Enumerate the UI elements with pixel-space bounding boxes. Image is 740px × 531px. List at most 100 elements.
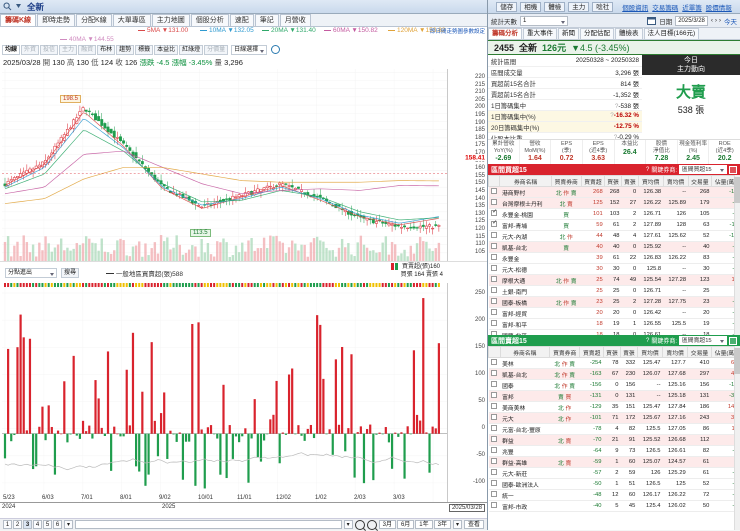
search-icon[interactable] <box>3 2 12 11</box>
cell-broker-name[interactable]: 國泰-歐洲法人 <box>500 478 550 490</box>
row-checkbox[interactable] <box>491 276 498 282</box>
broker-netflow-chart[interactable]: 250 200 150 100 50 0 -50 -100 <box>0 283 487 502</box>
cell-broker-name[interactable]: 元大-新莊 <box>500 467 550 479</box>
chip-標籤[interactable]: 標籤 <box>135 44 154 55</box>
row-checkbox[interactable] <box>491 491 498 497</box>
chip-融資[interactable]: 融資 <box>78 44 97 55</box>
row-checkbox[interactable] <box>491 208 497 216</box>
col-交易量[interactable]: 交易量 <box>687 175 713 187</box>
help-icon-inline[interactable]: ? <box>610 111 614 119</box>
zoom-out-icon[interactable] <box>354 519 365 530</box>
cell-check[interactable] <box>488 478 501 490</box>
row-checkbox[interactable] <box>491 381 498 387</box>
col-佔量(萬)[interactable]: 佔量(萬) <box>711 175 740 187</box>
cell-broker-name[interactable]: 富邦-青埔 <box>499 219 552 231</box>
link-股價情報[interactable]: 股價情報 <box>705 4 732 12</box>
col-check[interactable] <box>488 346 501 358</box>
cell-check[interactable] <box>488 197 500 209</box>
row-checkbox[interactable] <box>491 254 498 260</box>
tab-5[interactable]: 個股分析 <box>190 14 229 26</box>
cell-broker-name[interactable]: 兆豐 <box>500 445 550 457</box>
right-tab-5[interactable]: 法人目標(166元) <box>643 28 700 39</box>
pager-6[interactable]: 6 <box>53 520 62 529</box>
buy-table-container[interactable]: 券商名稱 買賣券商 買賣超 買張 賣張 買均價 賣均價 交易量 佔量(萬) 港商野村北 作 賣 … <box>488 175 740 335</box>
cell-check[interactable] <box>488 296 500 308</box>
cell-check[interactable] <box>488 230 500 242</box>
row-checkbox[interactable] <box>491 403 498 409</box>
pager-3[interactable]: 3 <box>23 520 32 529</box>
cell-broker-name[interactable]: 永豐金-桃園 <box>499 208 552 220</box>
cell-broker-name[interactable]: 國票-北平 <box>499 329 552 335</box>
cell-check[interactable] <box>488 401 501 413</box>
cell-check[interactable] <box>488 467 501 479</box>
cell-check[interactable] <box>488 307 500 319</box>
row-checkbox[interactable] <box>491 447 498 453</box>
chart-mode-badge[interactable]: 即日間走勢圖參數設定 <box>429 29 485 35</box>
col-券商名稱[interactable]: 券商名稱 <box>499 175 552 187</box>
range-1年[interactable]: 1年 <box>415 520 433 529</box>
cell-check[interactable] <box>488 357 501 369</box>
netflow-plot-area[interactable] <box>2 283 447 502</box>
col-買賣券商[interactable]: 買賣券商 <box>550 175 582 187</box>
col-買賣券商[interactable]: 買賣券商 <box>548 346 581 358</box>
sell-table-container[interactable]: 券商名稱 買賣券商 買賣超 買張 賣張 買均價 賣均價 交易量 佔量(萬) 美林北 作 賣 -2… <box>488 346 740 530</box>
help-icon-inline[interactable]: ? <box>613 133 618 141</box>
chevron-down-icon[interactable] <box>15 2 24 11</box>
pager-5[interactable]: 5 <box>43 520 52 529</box>
broker-select[interactable]: 分點進出 <box>5 267 57 278</box>
price-chart[interactable]: 198.5 113.5 220 215 210 205 200 195 190 185 180 1… <box>0 69 487 262</box>
cell-broker-name[interactable]: 元富-台北-豐原 <box>500 423 550 435</box>
cell-broker-name[interactable]: 統一 <box>500 489 550 501</box>
chip-布林[interactable]: 布林 <box>97 44 116 55</box>
row-checkbox[interactable] <box>491 469 498 475</box>
cell-check[interactable] <box>488 412 501 424</box>
cell-broker-name[interactable]: 元大 <box>500 412 550 424</box>
col-買張[interactable]: 買張 <box>604 175 622 187</box>
col-賣均價[interactable]: 賣均價 <box>662 175 689 187</box>
cell-broker-name[interactable]: 國泰-板橋 <box>499 296 552 308</box>
range-3年[interactable]: 3年 <box>433 520 451 529</box>
input-dropdown-icon[interactable]: ▾ <box>343 520 353 529</box>
cell-check[interactable] <box>488 489 501 501</box>
right-tab-1[interactable]: 重大事件 <box>523 28 557 39</box>
cell-broker-name[interactable]: 港商野村 <box>499 186 552 198</box>
sell-table-scrollbar[interactable] <box>734 346 740 530</box>
search-button[interactable]: 搜尋 <box>61 267 80 278</box>
right-tab-2[interactable]: 新聞 <box>558 28 579 39</box>
link-個股資訊[interactable]: 個股資訊 <box>622 4 649 12</box>
view-button[interactable]: 查看 <box>463 520 484 529</box>
right-tab-0[interactable]: 籌碼分析 <box>488 28 522 39</box>
buy-table-expand-icon[interactable] <box>729 165 737 174</box>
row-checkbox[interactable] <box>491 359 498 365</box>
col-買均價[interactable]: 買均價 <box>636 346 664 358</box>
toolbar-體檢[interactable]: 體檢 <box>544 1 566 12</box>
cell-broker-name[interactable]: 富邦-和平 <box>499 318 552 330</box>
tab-1[interactable]: 即時走勢 <box>37 14 76 26</box>
chip-外資[interactable]: 外資 <box>21 44 40 55</box>
row-checkbox[interactable] <box>491 331 498 335</box>
row-checkbox[interactable] <box>491 265 498 271</box>
row-checkbox[interactable] <box>491 243 498 249</box>
chip-趨勢[interactable]: 趨勢 <box>116 44 135 55</box>
cell-check[interactable] <box>488 219 500 231</box>
row-checkbox[interactable] <box>491 502 498 508</box>
cell-check[interactable] <box>488 241 500 253</box>
scroll-thumb-2[interactable] <box>734 348 740 374</box>
cell-check[interactable] <box>488 500 501 512</box>
cell-broker-name[interactable]: 國泰 <box>500 379 550 391</box>
